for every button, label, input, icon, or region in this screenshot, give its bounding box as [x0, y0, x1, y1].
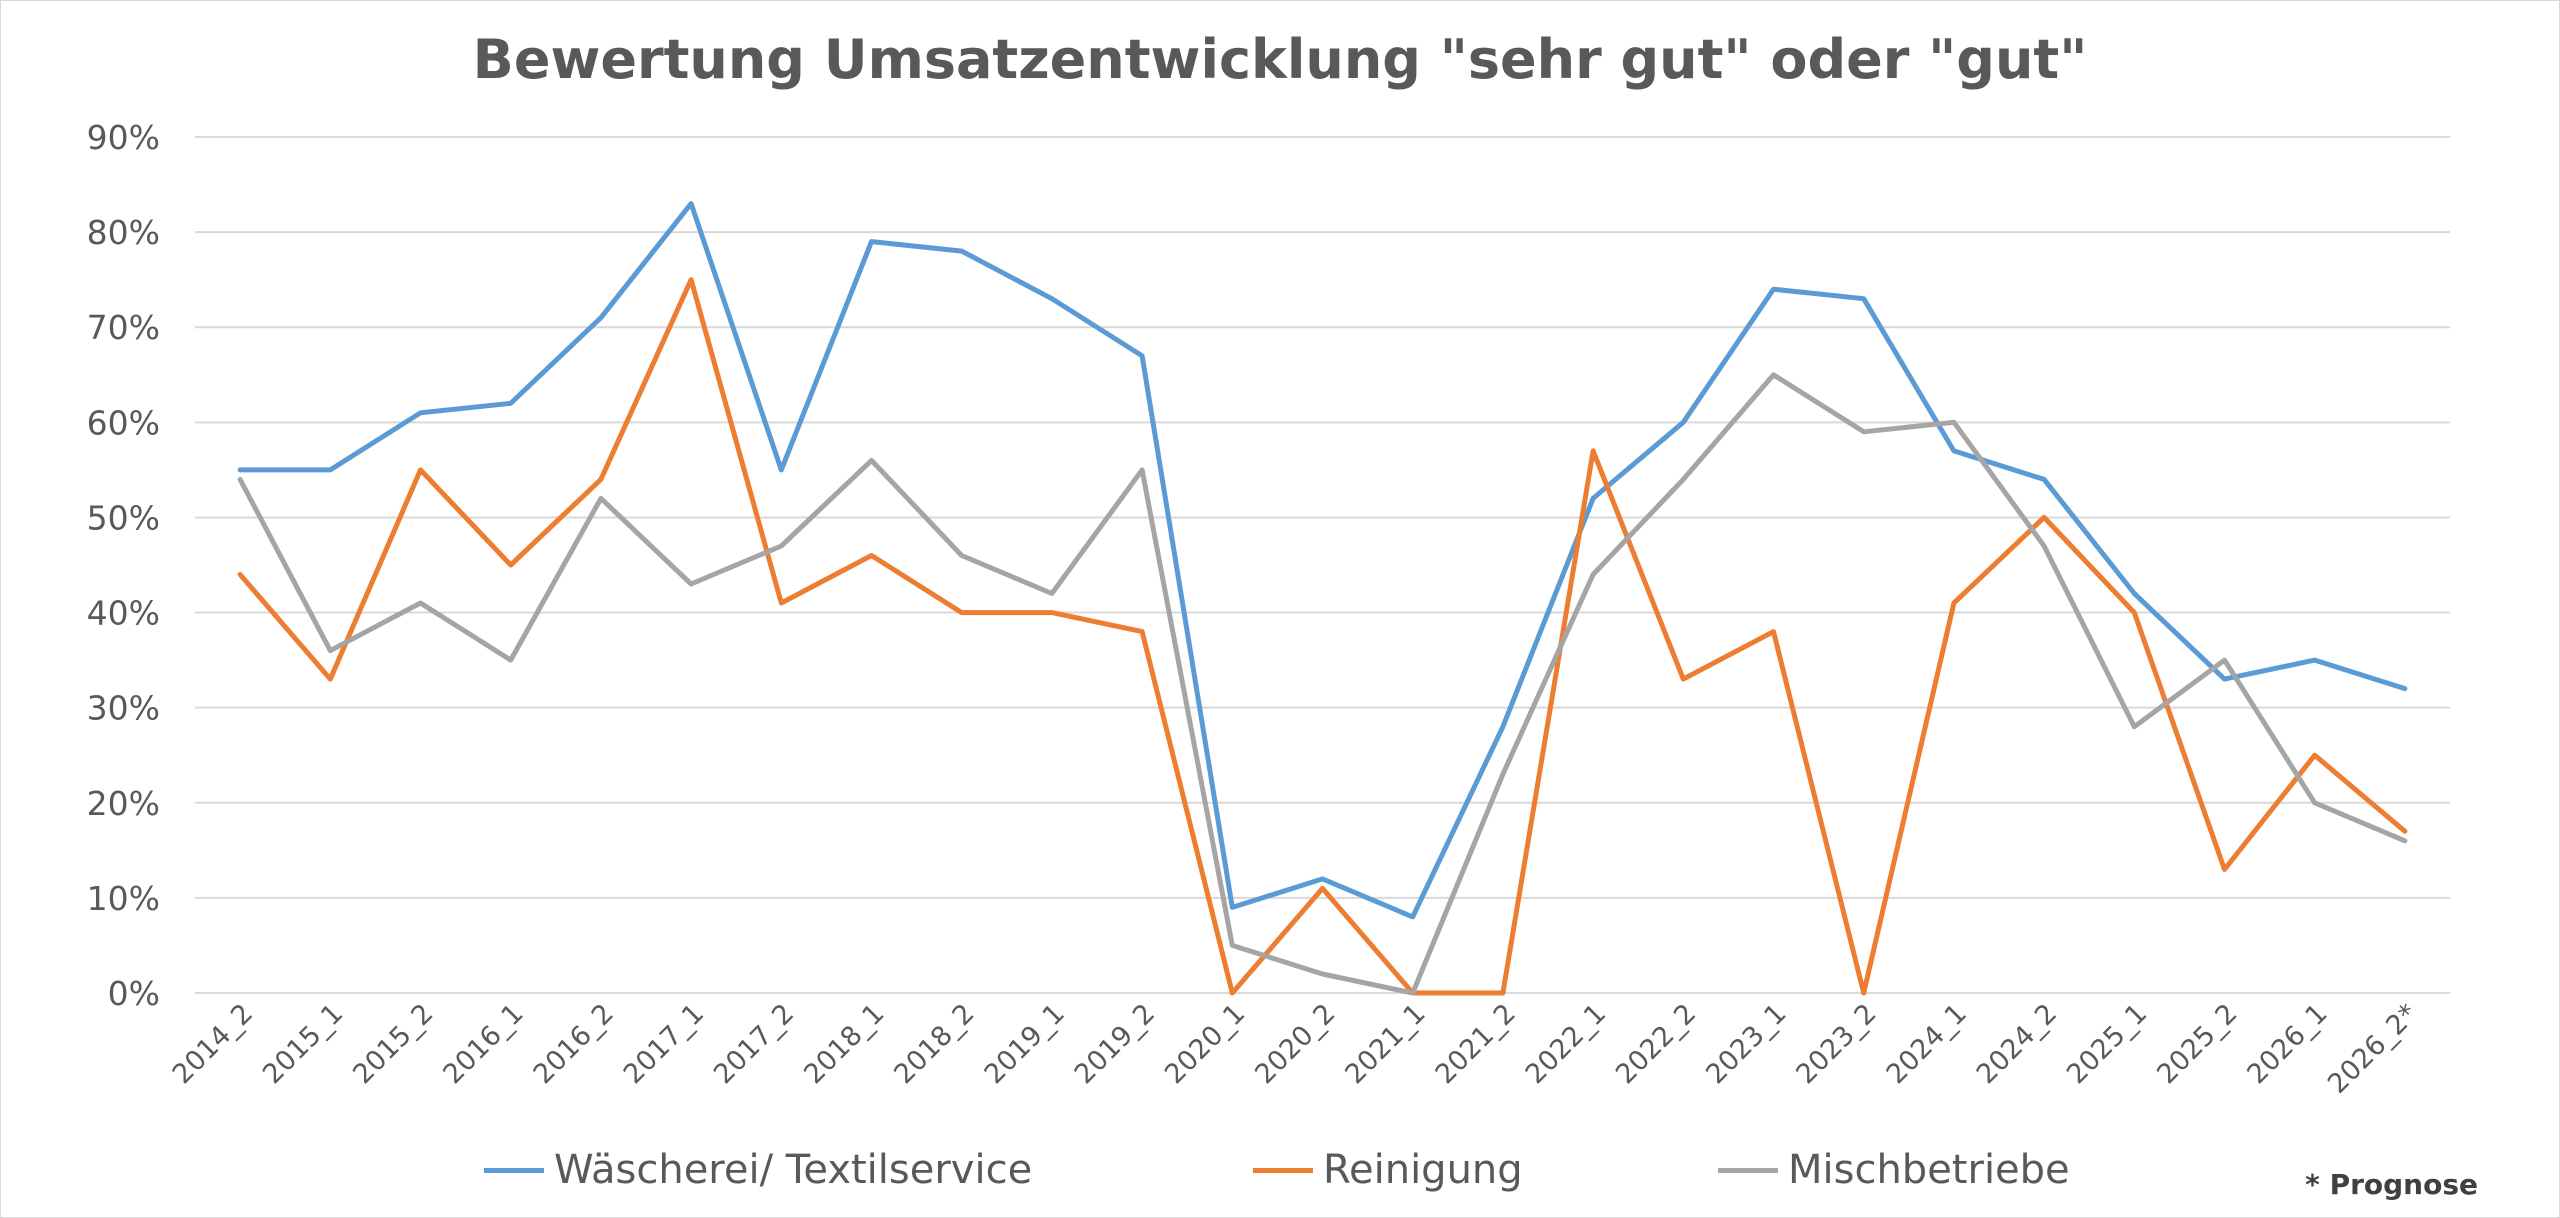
- footnote-prognose: * Prognose: [2305, 1168, 2478, 1201]
- legend-item-reinigung: Reinigung: [1253, 1140, 1523, 1200]
- y-tick-label: 80%: [87, 213, 160, 252]
- x-tick-label: 2017_2: [708, 998, 800, 1090]
- y-tick-label: 70%: [87, 308, 160, 347]
- x-tick-label: 2016_2: [528, 998, 620, 1090]
- x-tick-label: 2021_1: [1339, 998, 1431, 1090]
- x-tick-label: 2026_1: [2241, 998, 2333, 1090]
- x-tick-label: 2023_2: [1790, 998, 1882, 1090]
- legend-item-mischbetriebe: Mischbetriebe: [1718, 1140, 2070, 1200]
- legend-swatch-mischbetriebe: [1718, 1167, 1778, 1173]
- x-tick-label: 2025_1: [2061, 998, 2153, 1090]
- x-tick-label: 2018_1: [798, 998, 890, 1090]
- x-tick-label: 2024_1: [1881, 998, 1973, 1090]
- x-tick-label: 2022_2: [1610, 998, 1702, 1090]
- y-tick-label: 10%: [87, 879, 160, 918]
- series-line-0: [237, 201, 2408, 920]
- series-line-2: [237, 372, 2408, 996]
- x-tick-label: 2015_1: [257, 998, 349, 1090]
- x-tick-label: 2020_2: [1249, 998, 1341, 1090]
- y-tick-label: 60%: [87, 403, 160, 442]
- legend-label-waescherei: Wäscherei/ Textilservice: [554, 1147, 1033, 1193]
- x-tick-label: 2026_2*: [2322, 998, 2424, 1100]
- series-line-1: [237, 277, 2408, 996]
- y-tick-label: 50%: [87, 498, 160, 537]
- x-tick-label: 2022_1: [1520, 998, 1612, 1090]
- x-tick-label: 2025_2: [2151, 998, 2243, 1090]
- chart-legend: Wäscherei/ Textilservice Reinigung Misch…: [0, 1140, 2560, 1200]
- legend-swatch-reinigung: [1253, 1167, 1313, 1173]
- x-tick-label: 2015_2: [347, 998, 439, 1090]
- y-tick-label: 30%: [87, 689, 160, 728]
- y-tick-label: 20%: [87, 784, 160, 823]
- y-tick-label: 90%: [87, 118, 160, 157]
- x-tick-label: 2018_2: [888, 998, 980, 1090]
- y-tick-label: 0%: [108, 974, 160, 1013]
- x-tick-label: 2019_2: [1069, 998, 1161, 1090]
- x-tick-label: 2024_2: [1971, 998, 2063, 1090]
- legend-label-mischbetriebe: Mischbetriebe: [1788, 1147, 2070, 1193]
- y-tick-label: 40%: [87, 594, 160, 633]
- legend-swatch-waescherei: [484, 1167, 544, 1173]
- chart-title: Bewertung Umsatzentwicklung "sehr gut" o…: [472, 28, 2088, 91]
- x-tick-label: 2021_2: [1430, 998, 1522, 1090]
- x-tick-label: 2019_1: [979, 998, 1071, 1090]
- x-tick-label: 2023_1: [1700, 998, 1792, 1090]
- legend-label-reinigung: Reinigung: [1323, 1147, 1523, 1193]
- x-tick-label: 2020_1: [1159, 998, 1251, 1090]
- x-tick-label: 2017_1: [618, 998, 710, 1090]
- x-tick-label: 2016_1: [437, 998, 529, 1090]
- legend-item-waescherei: Wäscherei/ Textilservice: [484, 1140, 1032, 1200]
- x-tick-label: 2014_2: [167, 998, 259, 1090]
